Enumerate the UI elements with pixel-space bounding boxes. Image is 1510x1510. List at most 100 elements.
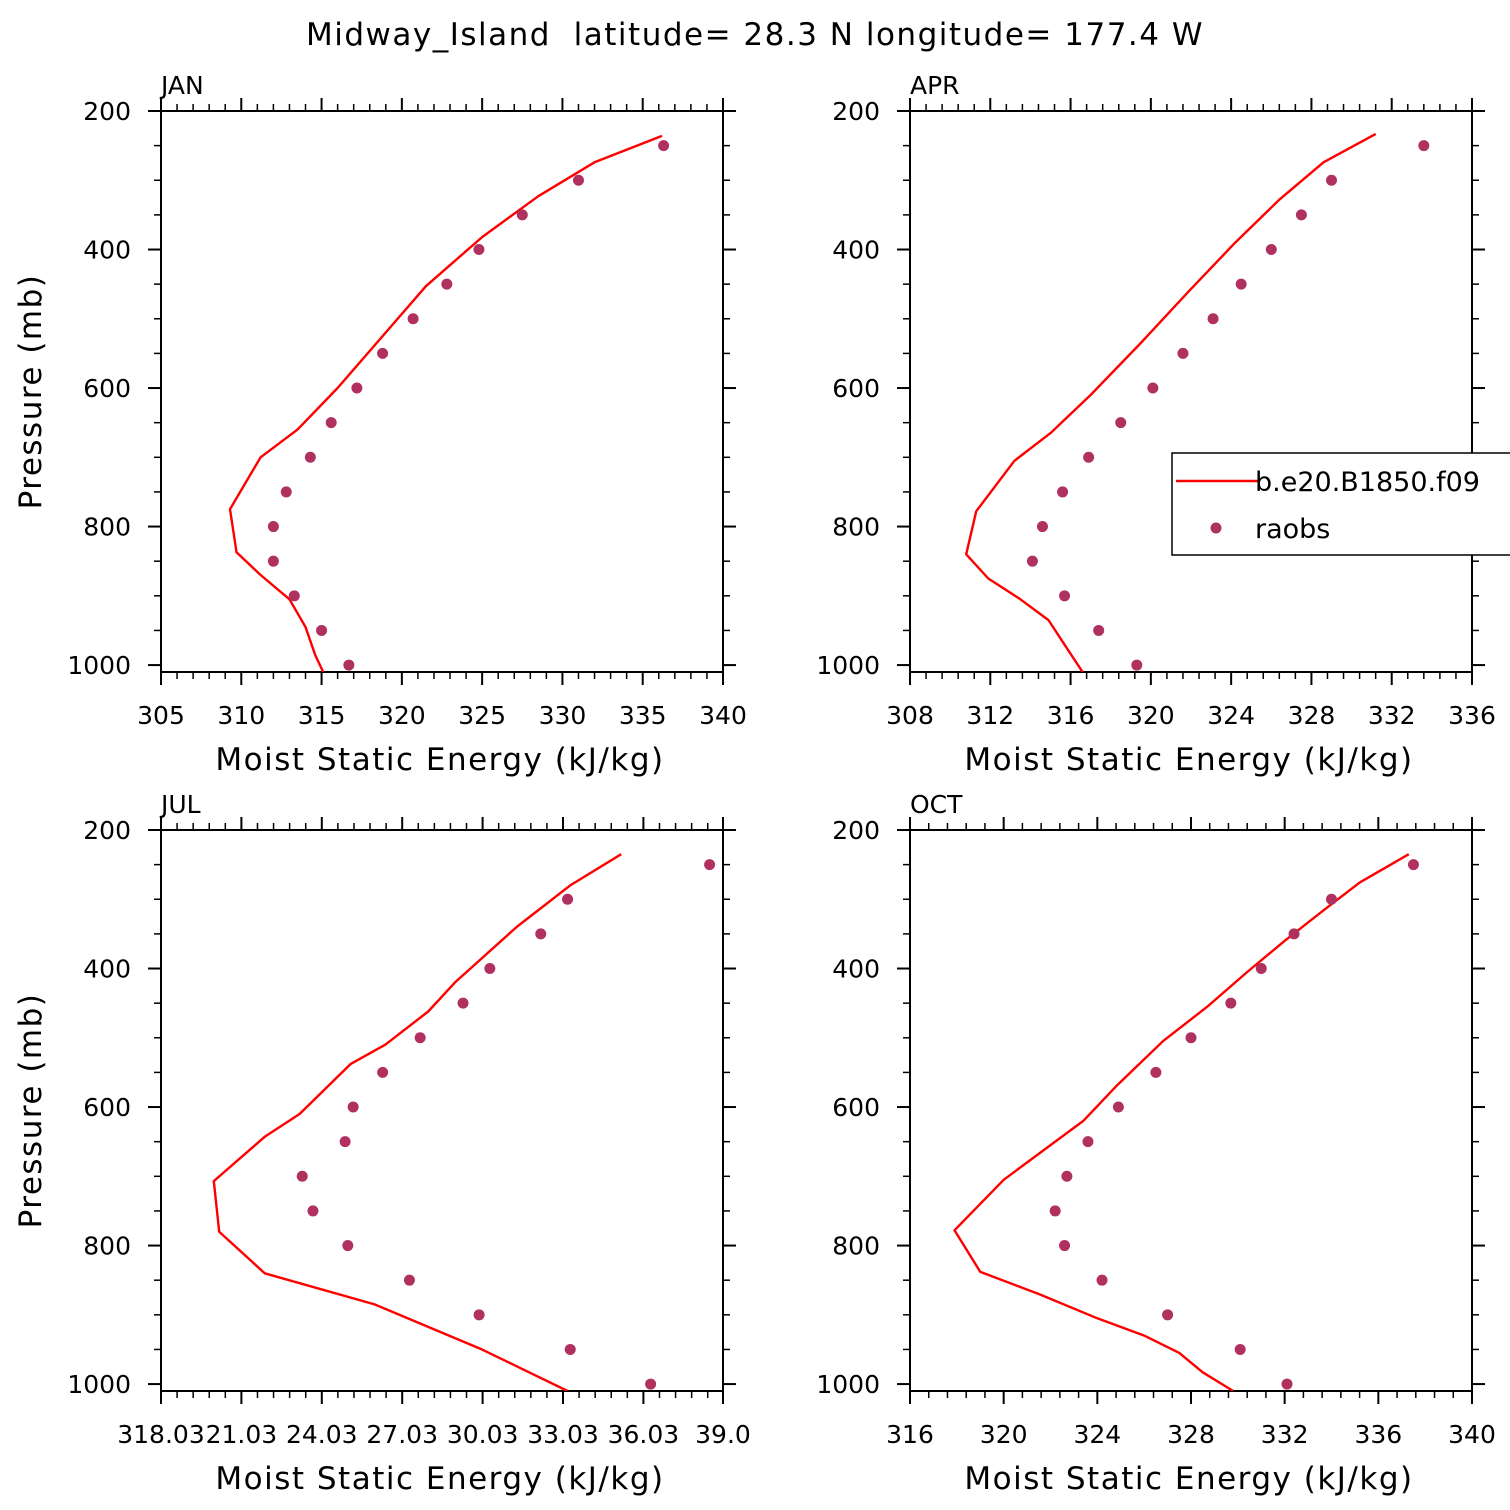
model-line <box>953 853 1410 1391</box>
raobs-point <box>1281 1378 1293 1390</box>
raobs-point <box>1235 278 1247 290</box>
raobs-point <box>1082 1136 1094 1148</box>
x-axis-label: Moist Static Energy (kJ/kg) <box>964 742 1413 778</box>
raobs-point <box>535 928 547 940</box>
raobs-point <box>1407 859 1419 871</box>
y-tick-label: 400 <box>83 236 131 265</box>
x-tick-label: 340 <box>1448 1420 1496 1449</box>
x-tick-label: 325 <box>458 701 506 730</box>
raobs-point <box>351 382 363 394</box>
y-tick-label: 600 <box>832 374 880 403</box>
raobs-point <box>1326 893 1337 905</box>
raobs-point <box>307 1205 319 1217</box>
plot-frame <box>909 829 1473 1392</box>
raobs-point <box>325 417 337 429</box>
model-line <box>965 132 1377 672</box>
y-tick-label: 1000 <box>67 651 131 680</box>
panels: JAN 305 310 315 320 325 330 335 340 200 400 600 800 1… <box>13 71 1510 1497</box>
panel-label: APR <box>910 71 960 100</box>
raobs-point <box>1057 486 1069 498</box>
y-tick-label: 1000 <box>816 1370 880 1399</box>
raobs-point <box>1059 1240 1071 1252</box>
x-tick-label: 33.03 <box>527 1420 599 1449</box>
y-axis-label: Pressure (mb) <box>13 993 49 1229</box>
raobs-point <box>339 1136 351 1148</box>
raobs-point <box>1049 1205 1061 1217</box>
y-tick-label: 800 <box>832 1232 880 1261</box>
y-tick-label: 600 <box>83 1093 131 1122</box>
raobs-point <box>1295 209 1307 221</box>
series-group <box>212 853 716 1391</box>
panel-label: JAN <box>159 71 204 100</box>
y-tick-label: 1000 <box>67 1370 131 1399</box>
plot-frame <box>160 829 724 1392</box>
raobs-point <box>1288 928 1300 940</box>
panel-label: JUL <box>159 790 201 819</box>
x-tick-label: 330 <box>539 701 587 730</box>
x-axis-label: Moist Static Energy (kJ/kg) <box>215 1461 664 1497</box>
raobs-point <box>1061 1170 1073 1182</box>
model-line <box>228 134 663 672</box>
raobs-point <box>1418 140 1430 152</box>
y-tick-label: 800 <box>832 513 880 542</box>
x-tick-label: 316 <box>886 1420 934 1449</box>
raobs-point <box>704 859 716 871</box>
figure-title: Midway_Island latitude= 28.3 N longitude… <box>306 17 1204 53</box>
x-tick-label: 324 <box>1207 701 1255 730</box>
raobs-point <box>1083 451 1095 463</box>
raobs-point <box>288 590 300 602</box>
raobs-point <box>414 1032 426 1044</box>
legend-label-model: b.e20.B1850.f09 <box>1255 467 1480 498</box>
x-tick-label: 36.03 <box>608 1420 680 1449</box>
x-tick-label: 24.03 <box>286 1420 358 1449</box>
plot-frame <box>909 110 1473 673</box>
y-tick-label: 400 <box>832 236 880 265</box>
raobs-point <box>484 963 496 975</box>
x-tick-label: 320 <box>980 1420 1028 1449</box>
raobs-point <box>316 624 328 636</box>
series-group <box>965 132 1430 672</box>
x-tick-label: 320 <box>378 701 426 730</box>
x-tick-label: 21.03 <box>206 1420 278 1449</box>
series-group <box>228 134 670 672</box>
x-tick-label: 27.03 <box>366 1420 438 1449</box>
raobs-point <box>1131 659 1143 671</box>
y-tick-label: 400 <box>832 955 880 984</box>
raobs-point <box>267 555 279 567</box>
raobs-point <box>296 1170 308 1182</box>
raobs-point <box>1115 417 1127 429</box>
raobs-point <box>347 1101 359 1113</box>
raobs-point <box>564 1343 576 1355</box>
raobs-point <box>1026 555 1038 567</box>
panel-label: OCT <box>910 790 963 819</box>
legend: b.e20.B1850.f09 raobs <box>1171 452 1510 556</box>
y-tick-label: 800 <box>83 1232 131 1261</box>
raobs-point <box>1326 174 1337 186</box>
x-tick-label: 340 <box>699 701 747 730</box>
y-tick-label: 200 <box>83 816 131 845</box>
y-tick-label: 400 <box>83 955 131 984</box>
legend-label-raobs: raobs <box>1255 514 1330 545</box>
panel-oct: OCT 316 320 324 328 332 336 340 200 400 600 800 1000… <box>816 790 1495 1497</box>
x-tick-label: 332 <box>1368 701 1416 730</box>
raobs-point <box>342 1240 354 1252</box>
raobs-point <box>441 278 453 290</box>
raobs-point <box>304 451 316 463</box>
raobs-point <box>267 521 279 533</box>
x-tick-label: 308 <box>886 701 934 730</box>
x-tick-label: 328 <box>1288 701 1336 730</box>
y-tick-label: 1000 <box>816 651 880 680</box>
x-tick-label: 310 <box>217 701 265 730</box>
raobs-point <box>1162 1309 1174 1321</box>
raobs-point <box>658 140 670 152</box>
x-tick-label: 315 <box>298 701 346 730</box>
raobs-point <box>280 486 292 498</box>
x-tick-label: 312 <box>966 701 1014 730</box>
raobs-point <box>403 1274 415 1286</box>
y-tick-label: 800 <box>83 513 131 542</box>
raobs-point <box>343 659 355 671</box>
y-tick-label: 200 <box>83 97 131 126</box>
legend-marker-swatch <box>1210 522 1222 534</box>
raobs-point <box>1112 1101 1124 1113</box>
x-axis-label: Moist Static Energy (kJ/kg) <box>215 742 664 778</box>
